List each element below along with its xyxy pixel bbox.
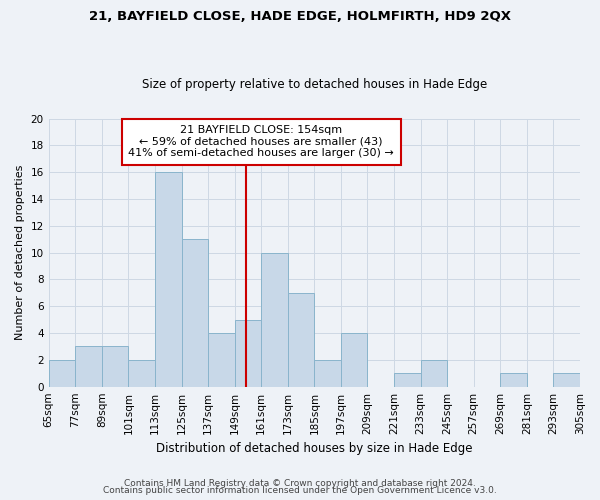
Bar bbox=[75, 346, 102, 387]
Y-axis label: Number of detached properties: Number of detached properties bbox=[15, 165, 25, 340]
Bar bbox=[288, 293, 314, 386]
Text: 21, BAYFIELD CLOSE, HADE EDGE, HOLMFIRTH, HD9 2QX: 21, BAYFIELD CLOSE, HADE EDGE, HOLMFIRTH… bbox=[89, 10, 511, 23]
X-axis label: Distribution of detached houses by size in Hade Edge: Distribution of detached houses by size … bbox=[156, 442, 473, 455]
Title: Size of property relative to detached houses in Hade Edge: Size of property relative to detached ho… bbox=[142, 78, 487, 91]
Bar bbox=[421, 360, 447, 386]
Text: Contains HM Land Registry data © Crown copyright and database right 2024.: Contains HM Land Registry data © Crown c… bbox=[124, 478, 476, 488]
Text: Contains public sector information licensed under the Open Government Licence v3: Contains public sector information licen… bbox=[103, 486, 497, 495]
Bar bbox=[394, 374, 421, 386]
Bar bbox=[314, 360, 341, 386]
Bar bbox=[553, 374, 580, 386]
Bar bbox=[208, 333, 235, 386]
Bar bbox=[500, 374, 527, 386]
Bar bbox=[235, 320, 261, 386]
Bar bbox=[102, 346, 128, 387]
Bar bbox=[182, 239, 208, 386]
Bar bbox=[155, 172, 182, 386]
Text: 21 BAYFIELD CLOSE: 154sqm
← 59% of detached houses are smaller (43)
41% of semi-: 21 BAYFIELD CLOSE: 154sqm ← 59% of detac… bbox=[128, 126, 394, 158]
Bar bbox=[261, 252, 288, 386]
Bar bbox=[128, 360, 155, 386]
Bar bbox=[341, 333, 367, 386]
Bar bbox=[49, 360, 75, 386]
